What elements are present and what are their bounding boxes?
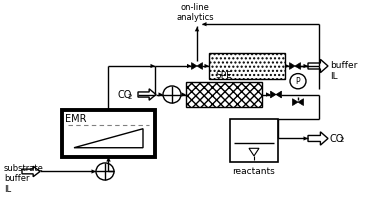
Text: reactants: reactants <box>232 167 275 176</box>
Polygon shape <box>181 92 186 97</box>
Polygon shape <box>151 64 155 68</box>
Polygon shape <box>192 63 197 69</box>
Bar <box>230 119 278 162</box>
Polygon shape <box>308 132 328 145</box>
Text: 2: 2 <box>340 137 345 143</box>
Polygon shape <box>195 27 199 31</box>
Bar <box>209 53 285 79</box>
Text: CO: CO <box>118 90 132 100</box>
Polygon shape <box>285 64 290 68</box>
Text: buffer
IL: buffer IL <box>330 61 358 81</box>
Polygon shape <box>158 92 163 97</box>
Polygon shape <box>91 169 96 174</box>
Polygon shape <box>197 63 203 69</box>
Polygon shape <box>295 63 301 69</box>
Polygon shape <box>266 92 270 97</box>
Polygon shape <box>106 157 111 162</box>
Polygon shape <box>298 99 303 106</box>
Bar <box>186 82 262 107</box>
Polygon shape <box>270 91 276 98</box>
Polygon shape <box>276 91 281 98</box>
Text: substrate
buffer
IL: substrate buffer IL <box>4 164 44 194</box>
Text: CO: CO <box>330 134 345 144</box>
Polygon shape <box>22 166 40 177</box>
Polygon shape <box>308 59 328 73</box>
Polygon shape <box>292 99 298 106</box>
Polygon shape <box>202 22 207 26</box>
Polygon shape <box>303 136 308 141</box>
Polygon shape <box>303 64 308 68</box>
Text: EMR: EMR <box>65 114 87 124</box>
Text: on-line
analytics: on-line analytics <box>176 3 214 22</box>
Text: P: P <box>296 77 300 86</box>
Polygon shape <box>138 89 156 100</box>
Bar <box>62 110 155 157</box>
Circle shape <box>290 74 306 89</box>
Text: 2: 2 <box>128 94 132 100</box>
Polygon shape <box>187 64 192 68</box>
Polygon shape <box>290 63 295 69</box>
Polygon shape <box>205 64 209 68</box>
Text: SPE: SPE <box>216 71 232 80</box>
